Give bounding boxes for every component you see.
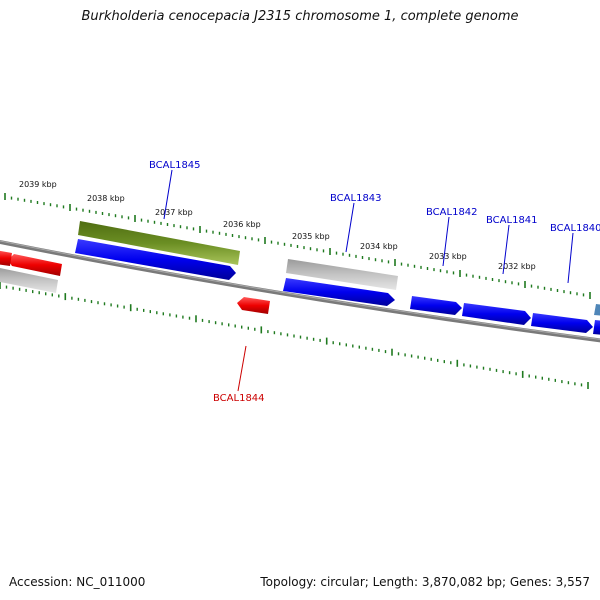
cds-forward[interactable] <box>593 320 600 335</box>
cds-reverse[interactable] <box>0 250 12 266</box>
gene-label-BCAL1840[interactable]: BCAL1840 <box>550 223 600 234</box>
accession-text: Accession: NC_011000 <box>9 575 146 589</box>
scale-ticks-lower <box>0 282 589 389</box>
map-title: Burkholderia cenocepacia J2315 chromosom… <box>81 9 519 24</box>
genome-summary-text: Topology: circular; Length: 3,870,082 bp… <box>260 575 590 589</box>
scale-ticks-upper <box>4 193 591 299</box>
cds-reverse[interactable] <box>237 297 270 314</box>
gene-label-BCAL1844[interactable]: BCAL1844 <box>213 393 265 404</box>
cds-forward[interactable] <box>283 278 395 306</box>
cds-forward[interactable] <box>75 239 236 280</box>
gene-label-BCAL1842[interactable]: BCAL1842 <box>426 207 478 218</box>
tick-label: 2038 kbp <box>87 194 125 203</box>
cds-forward[interactable] <box>531 313 593 333</box>
gene-label-BCAL1843[interactable]: BCAL1843 <box>330 193 382 204</box>
tick-label: 2033 kbp <box>429 252 467 261</box>
gene-label-BCAL1845[interactable]: BCAL1845 <box>149 160 201 171</box>
tick-label: 2037 kbp <box>155 208 193 217</box>
gray-feature[interactable] <box>286 259 398 290</box>
cds-reverse[interactable] <box>8 254 62 276</box>
cds-forward[interactable] <box>462 303 531 325</box>
cds-forward[interactable] <box>594 304 600 316</box>
tick-label: 2039 kbp <box>19 180 57 189</box>
olive-feature[interactable] <box>78 221 240 265</box>
tick-label: 2036 kbp <box>223 220 261 229</box>
tick-label: 2035 kbp <box>292 232 330 241</box>
gene-label-BCAL1841[interactable]: BCAL1841 <box>486 215 538 226</box>
tick-label: 2034 kbp <box>360 242 398 251</box>
genome-backbone <box>0 239 600 343</box>
tick-label: 2032 kbp <box>498 262 536 271</box>
gray-feature[interactable] <box>0 267 58 293</box>
cds-forward[interactable] <box>410 296 462 315</box>
